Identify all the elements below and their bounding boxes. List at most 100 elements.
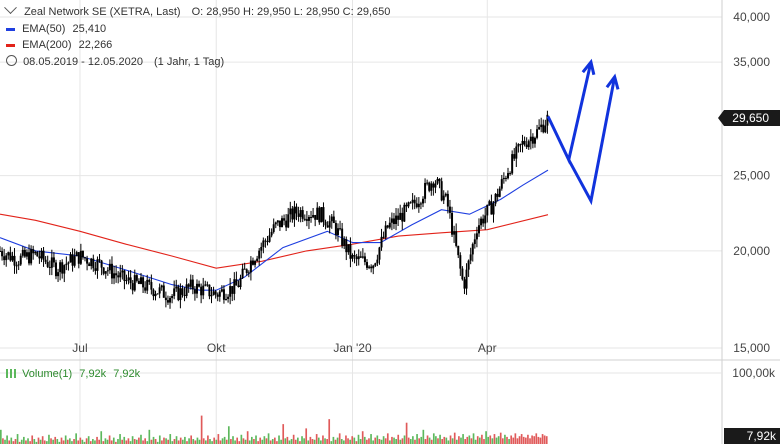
volume-bar [108,435,111,444]
candle-body [160,285,163,288]
candle-body [229,286,232,297]
volume-bar [271,439,274,444]
candle-body [324,221,327,226]
candle-body [355,256,358,260]
volume-bar [535,433,538,444]
candle-body [480,218,483,226]
candle-body [361,256,364,258]
candle-body [401,212,404,222]
y-tick-label: 40,000 [733,10,770,24]
volume-bar [181,439,184,444]
volume-bar [527,434,529,444]
candle-body [206,284,209,286]
candle-body [36,251,39,257]
ema200-path [0,213,549,269]
candle-body [260,246,263,251]
forecast-arrowhead [605,73,620,90]
volume-bar [236,437,239,444]
candle-body [191,279,194,290]
volume-bar [328,419,331,444]
volume-bar [4,439,6,444]
volume-bar [368,438,370,444]
volume-bar [202,438,205,444]
volume-bar [165,438,167,444]
price-grid [0,16,722,349]
candle-body [471,244,474,255]
candle-body [426,182,429,184]
volume-bar [464,439,467,444]
candle-body [247,272,250,274]
candle-body [162,285,165,298]
candle-body [353,255,356,257]
volume-bar [39,439,42,444]
candle-body [417,203,420,208]
volume-bar [213,437,216,444]
volume-bar [234,440,236,444]
candle-body [430,183,433,191]
volume-bar [334,439,337,444]
candle-body [249,260,252,273]
volume-bar [173,439,176,444]
volume-bar [18,441,21,444]
candle-body [492,203,495,215]
candle-body [84,257,87,259]
volume-bar [2,438,4,444]
forecast-arrowhead [581,58,596,76]
volume-bar [470,438,473,444]
candle-body [424,182,427,199]
candle-body [411,199,414,203]
volume-bar [435,436,437,444]
volume-bar [403,435,406,444]
candle-body [202,285,205,296]
volume-bar [242,438,245,444]
volume-bar [60,437,63,444]
candle-body [384,225,387,238]
candle-body [395,215,398,225]
volume-bar [106,439,109,444]
candle-body [457,245,460,256]
volume-bar [215,439,218,444]
volume-bar [278,435,280,444]
candle-body [127,277,130,281]
candle-body [179,288,182,301]
candle-body [392,218,395,225]
volume-bar [299,441,301,444]
candle-body [110,263,113,279]
volume-bar [127,438,130,444]
candle-body [509,173,512,175]
candle-body [278,220,281,228]
volume-bar [288,440,291,444]
volume-bar [307,440,310,444]
candle-body [104,271,107,274]
ema50-label: EMA(50) [22,23,66,35]
volume-bar [259,437,262,444]
candle-body [225,298,228,300]
volume-bar [154,439,157,444]
candle-body [148,279,151,282]
volume-bar [269,440,272,444]
candle-body [94,268,97,271]
volume-bar [422,429,425,444]
candle-body [23,249,26,257]
candle-body [200,286,203,296]
candle-body [477,225,480,234]
candle-body [25,252,28,257]
candle-body [388,222,391,228]
candle-body [366,262,369,268]
candle-body [519,144,522,146]
volume-bar [441,439,443,444]
volume-bar [531,435,533,444]
candle-body [210,295,213,297]
volume-bar [6,435,8,444]
candle-body [218,291,221,297]
volume-bar [129,441,132,444]
volume-bars [0,415,548,444]
volume-bar [198,439,201,444]
volume-bar [355,441,358,444]
volume-bar [115,441,117,444]
volume-bar [131,436,134,444]
volume-bar [0,429,2,444]
volume-bar [121,439,123,444]
candle-body [38,256,41,259]
volume-bar [414,439,416,444]
